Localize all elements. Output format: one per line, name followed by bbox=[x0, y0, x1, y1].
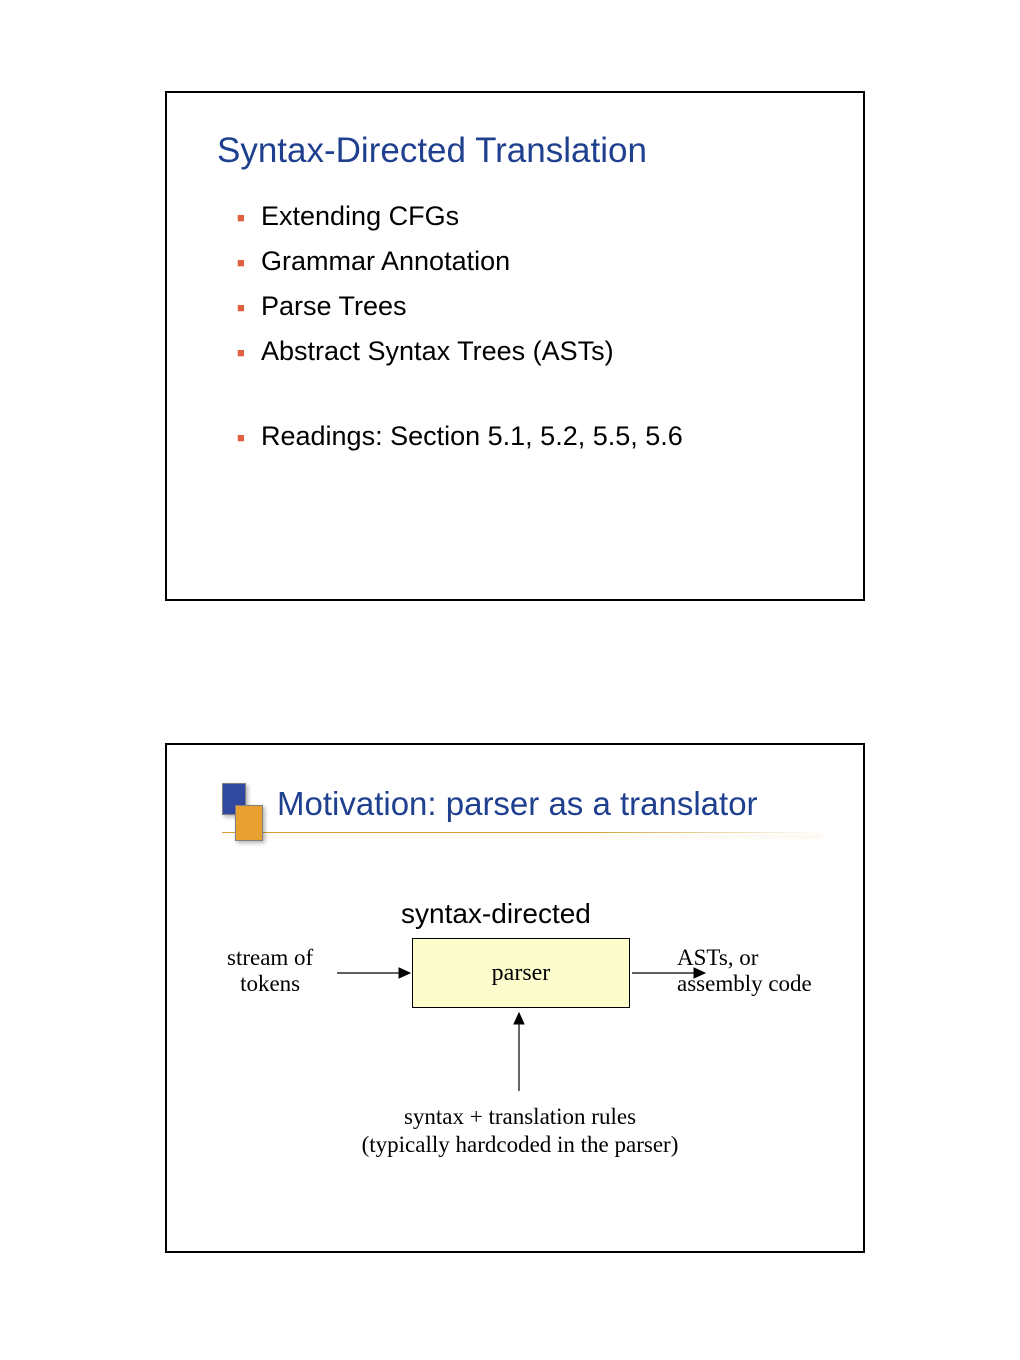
bullet-item: Abstract Syntax Trees (ASTs) bbox=[237, 336, 813, 367]
parser-diagram: syntax-directed parser stream of tokens … bbox=[207, 893, 823, 1213]
input-label-line2: tokens bbox=[240, 971, 300, 996]
title-underline bbox=[222, 832, 823, 833]
bullet-spacer bbox=[237, 381, 813, 421]
rules-label-line1: syntax + translation rules bbox=[404, 1104, 636, 1129]
rules-label: syntax + translation rules (typically ha… bbox=[335, 1103, 705, 1158]
parser-box: parser bbox=[412, 938, 630, 1008]
bullet-item: Parse Trees bbox=[237, 291, 813, 322]
slide1-title: Syntax-Directed Translation bbox=[217, 131, 813, 171]
input-label: stream of tokens bbox=[227, 945, 313, 998]
arrow-left-icon bbox=[337, 967, 412, 979]
arrow-up-icon bbox=[513, 1011, 525, 1091]
slide1-bullet-list: Extending CFGs Grammar Annotation Parse … bbox=[217, 201, 813, 452]
slide-2: Motivation: parser as a translator synta… bbox=[165, 743, 865, 1253]
parser-box-label: parser bbox=[492, 960, 551, 987]
rules-label-line2: (typically hardcoded in the parser) bbox=[362, 1132, 679, 1157]
slide2-title: Motivation: parser as a translator bbox=[207, 785, 823, 823]
bullet-item: Extending CFGs bbox=[237, 201, 813, 232]
syntax-directed-label: syntax-directed bbox=[401, 898, 591, 930]
slide-1: Syntax-Directed Translation Extending CF… bbox=[165, 91, 865, 601]
arrow-right-icon bbox=[632, 967, 707, 979]
title-decoration-box-front bbox=[235, 805, 263, 841]
bullet-item: Grammar Annotation bbox=[237, 246, 813, 277]
bullet-item: Readings: Section 5.1, 5.2, 5.5, 5.6 bbox=[237, 421, 813, 452]
slide2-title-wrap: Motivation: parser as a translator bbox=[207, 785, 823, 823]
input-label-line1: stream of bbox=[227, 945, 313, 970]
